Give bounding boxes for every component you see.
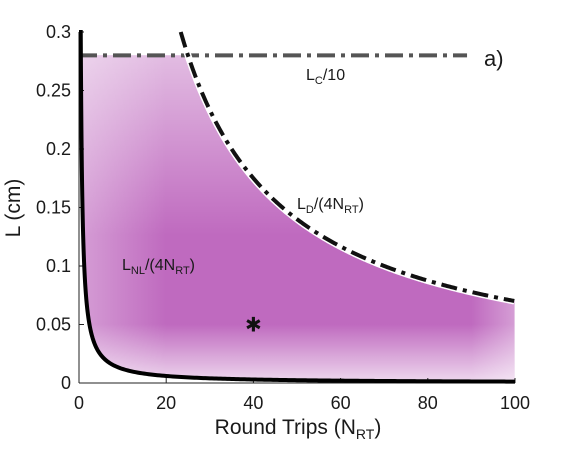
- series-nl-label: LNL/(4NRT): [122, 257, 195, 277]
- x-axis-label: Round Trips (NRT): [215, 416, 382, 442]
- x-ticks: 0 20 40 60 80 100: [74, 378, 530, 413]
- x-tick-label: 80: [418, 393, 438, 413]
- x-tick-label: 100: [500, 393, 530, 413]
- x-tick-label: 40: [243, 393, 263, 413]
- series-nl-line: [78, 30, 516, 384]
- series-ld-label: LD/(4NRT): [297, 196, 364, 216]
- y-tick-label: 0.25: [36, 81, 71, 101]
- y-tick-label: 0: [61, 373, 71, 393]
- series-lc-label: LC/10: [306, 67, 345, 87]
- x-tick-label: 60: [331, 393, 351, 413]
- x-tick-label: 0: [74, 393, 84, 413]
- y-tick-label: 0.2: [46, 139, 71, 159]
- y-tick-label: 0.3: [46, 22, 71, 42]
- y-axis-label: L (cm): [2, 179, 25, 238]
- x-tick-label: 20: [156, 393, 176, 413]
- data-marker: ✱: [245, 313, 262, 337]
- series-ld-line: [178, 31, 515, 303]
- y-ticks: 0 0.05 0.1 0.15 0.2 0.25 0.3: [36, 22, 84, 393]
- panel-label: a): [484, 46, 504, 71]
- y-tick-label: 0.05: [36, 315, 71, 335]
- y-tick-label: 0.1: [46, 256, 71, 276]
- y-tick-label: 0.15: [36, 198, 71, 218]
